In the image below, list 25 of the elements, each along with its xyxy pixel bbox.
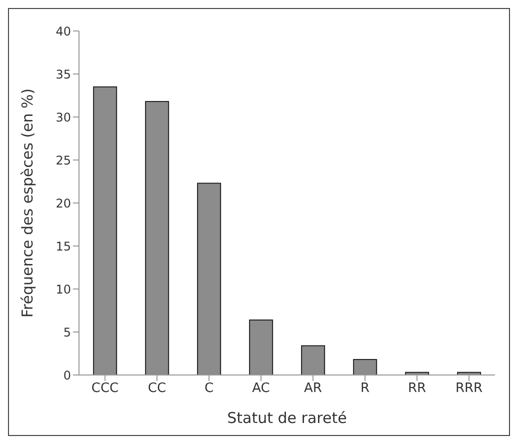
x-tick-label: AC [252,381,270,396]
bar [145,101,170,375]
x-tick-label: R [360,381,370,396]
x-tick-label: AR [304,381,322,396]
bar [301,345,326,375]
y-tick-label: 0 [63,368,71,382]
y-tick-label: 15 [56,239,71,254]
y-tick-label: 5 [63,325,71,340]
bar [249,319,274,375]
y-tick-label: 25 [56,153,71,168]
x-tick-label: RR [408,381,426,396]
x-axis-title: Statut de rareté [227,409,347,427]
bar [197,182,222,375]
bar [353,359,378,375]
x-tick-label: RRR [455,381,483,396]
y-tick-label: 20 [56,196,71,210]
y-tick-label: 30 [56,110,71,124]
bar [93,86,118,375]
y-tick-label: 10 [56,282,71,296]
y-axis-title: Fréquence des espèces (en %) [18,88,36,318]
y-tick-label: 35 [56,67,71,82]
y-tick-label: 40 [56,24,71,38]
x-tick-label: CC [148,381,166,396]
x-tick-label: CCC [91,381,119,396]
x-tick-label: C [204,381,214,396]
